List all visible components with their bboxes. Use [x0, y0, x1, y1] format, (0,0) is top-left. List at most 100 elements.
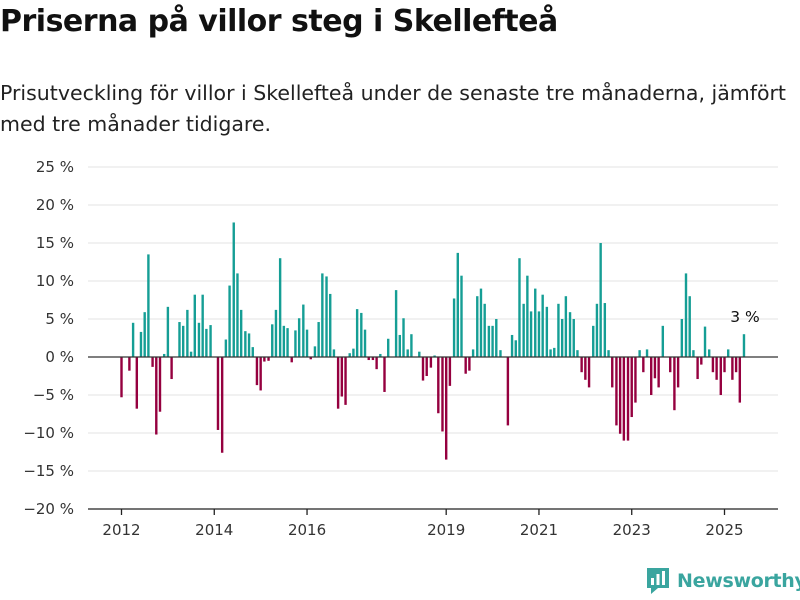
- x-tick-label: 2025: [705, 521, 743, 539]
- y-tick-label: 0 %: [45, 348, 74, 366]
- bar: [630, 357, 633, 418]
- bar: [599, 243, 602, 357]
- bar: [479, 288, 483, 357]
- bar: [738, 357, 742, 403]
- bar: [510, 334, 514, 357]
- bar: [421, 357, 425, 381]
- bar: [209, 325, 212, 357]
- bar: [147, 254, 150, 357]
- bar: [321, 273, 324, 357]
- bar: [418, 351, 421, 357]
- bar: [514, 340, 517, 357]
- bar: [247, 333, 251, 357]
- bar: [680, 319, 684, 357]
- bar: [278, 258, 282, 357]
- bar: [553, 347, 556, 357]
- bar: [379, 353, 382, 357]
- bar: [189, 351, 193, 357]
- bar: [267, 357, 270, 361]
- bar: [522, 303, 525, 357]
- bar: [282, 325, 286, 357]
- x-tick-label: 2019: [427, 521, 465, 539]
- bar: [402, 318, 405, 357]
- bar: [471, 349, 475, 357]
- bar: [317, 322, 320, 357]
- bar: [611, 357, 614, 388]
- x-tick-label: 2016: [288, 521, 326, 539]
- bar: [491, 325, 494, 357]
- bar: [618, 357, 622, 434]
- bar: [719, 357, 722, 395]
- bar: [742, 334, 746, 357]
- bar: [201, 294, 204, 357]
- bar: [309, 357, 312, 360]
- bar: [263, 357, 266, 362]
- bar: [332, 349, 336, 357]
- bar: [348, 353, 351, 357]
- x-tick-label: 2012: [102, 521, 140, 539]
- bar: [483, 303, 486, 357]
- bar: [158, 357, 162, 412]
- bar: [557, 303, 560, 357]
- bar: [297, 318, 301, 357]
- newsworthy-logo: Newsworthy: [646, 567, 800, 595]
- bar: [603, 303, 607, 357]
- bar: [723, 357, 726, 373]
- bar: [387, 338, 390, 357]
- bar: [302, 304, 305, 357]
- bar: [711, 357, 715, 373]
- bar: [580, 357, 583, 373]
- bar: [220, 357, 224, 453]
- bar: [468, 357, 471, 371]
- y-tick-label: 15 %: [36, 234, 74, 252]
- bar: [305, 329, 309, 357]
- bar: [193, 294, 196, 357]
- y-tick-label: 5 %: [45, 310, 74, 328]
- bar: [642, 357, 645, 373]
- bar: [162, 353, 166, 357]
- bar: [731, 357, 734, 380]
- bar: [568, 312, 572, 357]
- bar: [232, 222, 235, 357]
- bar: [166, 306, 170, 357]
- bar: [638, 350, 641, 357]
- bar: [700, 357, 703, 365]
- bar: [286, 328, 289, 357]
- bar: [673, 357, 676, 411]
- bar: [128, 357, 131, 371]
- y-tick-label: −15 %: [23, 462, 74, 480]
- bar: [495, 319, 498, 357]
- bar: [425, 357, 428, 376]
- bar: [228, 285, 231, 357]
- bar: [383, 357, 386, 392]
- bar: [499, 350, 502, 357]
- bar: [541, 294, 544, 357]
- bar: [626, 357, 630, 441]
- bar: [410, 334, 413, 357]
- gridlines: [88, 166, 778, 510]
- y-tick-label: 25 %: [36, 158, 74, 176]
- bar: [325, 276, 328, 357]
- bar: [622, 357, 626, 441]
- bar: [684, 273, 688, 357]
- bar: [715, 357, 718, 380]
- bar: [363, 329, 367, 357]
- bar: [456, 252, 459, 357]
- bar: [135, 357, 139, 409]
- bar: [367, 357, 370, 361]
- y-tick-label: 20 %: [36, 196, 74, 214]
- bar: [375, 357, 378, 370]
- bar: [170, 357, 173, 380]
- bar: [437, 357, 440, 414]
- bar: [727, 349, 730, 357]
- bar: [476, 296, 479, 357]
- y-tick-label: 10 %: [36, 272, 74, 290]
- bar: [537, 311, 541, 357]
- bar: [696, 357, 699, 380]
- bar: [487, 325, 491, 357]
- bar: [355, 309, 359, 357]
- bar: [398, 334, 402, 357]
- bar: [181, 325, 185, 357]
- bar: [448, 357, 452, 386]
- bars: [120, 222, 746, 460]
